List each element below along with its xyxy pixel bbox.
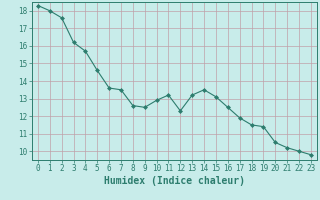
X-axis label: Humidex (Indice chaleur): Humidex (Indice chaleur) bbox=[104, 176, 245, 186]
